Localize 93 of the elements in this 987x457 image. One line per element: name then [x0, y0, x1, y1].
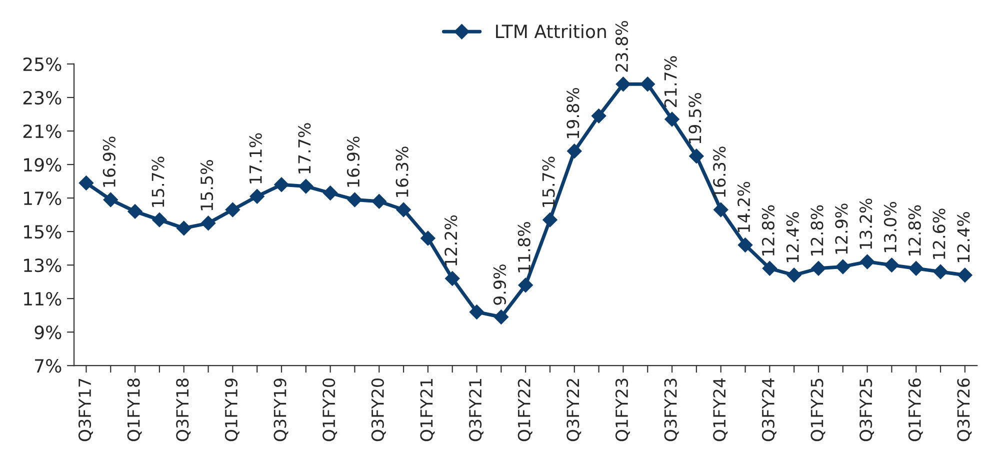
- data-label: 21.7%: [664, 56, 677, 107]
- y-tick-label: 7%: [35, 359, 62, 373]
- x-tick-label: Q3FY20: [371, 378, 386, 442]
- point: [372, 194, 387, 209]
- point: [176, 220, 192, 236]
- point: [542, 212, 558, 228]
- x-tick-label: Q1FY26: [908, 378, 923, 442]
- point: [664, 112, 680, 127]
- data-label: 23.8%: [615, 20, 628, 72]
- x-tick-label: Q1FY24: [713, 378, 728, 442]
- data-label: 12.4%: [957, 212, 970, 262]
- data-label: 11.8%: [518, 222, 530, 272]
- point: [738, 238, 753, 252]
- point: [835, 259, 850, 274]
- x-tick-label: Q3FY26: [957, 378, 972, 442]
- legend-label: LTM Attrition: [496, 24, 606, 38]
- x-tick-label: Q3FY17: [78, 378, 93, 442]
- x-tick-label: Q3FY25: [860, 378, 874, 442]
- data-label: 16.3%: [396, 146, 408, 197]
- y-tick-label: 9%: [34, 326, 62, 340]
- point: [567, 144, 582, 159]
- data-label: 15.5%: [200, 160, 214, 210]
- x-tick-label: Q1FY23: [615, 378, 630, 442]
- point: [469, 304, 484, 320]
- point: [322, 186, 338, 200]
- data-label: 12.8%: [810, 205, 824, 256]
- data-label: 19.5%: [688, 93, 702, 144]
- point: [811, 261, 826, 276]
- data-label: 19.8%: [566, 88, 580, 138]
- y-tick-label: 17%: [24, 191, 62, 206]
- data-label: 16.9%: [102, 136, 116, 187]
- point: [444, 271, 460, 286]
- x-tick-label: Q3FY18: [176, 378, 191, 442]
- data-label: 12.2%: [444, 215, 458, 266]
- point: [274, 177, 289, 192]
- x-tick-label: Q1FY21: [420, 378, 435, 442]
- x-tick-label: Q3FY23: [664, 378, 679, 442]
- data-label: 12.8%: [762, 205, 774, 256]
- x-tick-label: Q1FY25: [810, 378, 826, 442]
- data-label: 14.2%: [737, 182, 750, 232]
- data-label: 12.9%: [835, 204, 848, 254]
- point: [103, 192, 118, 208]
- point: [200, 216, 216, 231]
- x-tick-label: Q1FY20: [322, 378, 338, 442]
- x-tick-label: Q3FY24: [762, 378, 776, 442]
- point: [420, 230, 436, 246]
- point: [518, 278, 533, 293]
- data-label: 13.2%: [860, 198, 872, 249]
- y-tick-label: 23%: [23, 90, 62, 105]
- point: [128, 204, 142, 219]
- point: [640, 76, 656, 92]
- y-tick-label: 15%: [24, 225, 62, 239]
- point: [152, 212, 167, 228]
- y-tick-label: 25%: [23, 57, 62, 72]
- x-tick-label: Q3FY21: [468, 378, 484, 442]
- x-tick-label: Q1FY18: [127, 378, 142, 442]
- data-label: 16.3%: [713, 146, 726, 197]
- data-label: 17.1%: [249, 133, 262, 184]
- data-label: 12.6%: [932, 208, 946, 259]
- point: [347, 192, 362, 208]
- point: [494, 310, 509, 324]
- data-label: 12.4%: [786, 212, 799, 262]
- point: [250, 188, 264, 204]
- point: [78, 176, 94, 190]
- point: [298, 178, 314, 194]
- y-tick-label: 21%: [23, 124, 62, 138]
- x-tick-label: Q1FY22: [518, 379, 532, 442]
- y-tick-label: 19%: [24, 158, 62, 172]
- x-tick-label: Q3FY19: [274, 378, 288, 442]
- point: [591, 108, 606, 124]
- point: [860, 254, 875, 270]
- point: [396, 202, 411, 218]
- data-label: 15.7%: [152, 156, 164, 207]
- y-tick-label: 13%: [24, 258, 62, 272]
- x-tick-label: Q1FY19: [224, 378, 240, 442]
- data-label: 9.9%: [493, 264, 506, 305]
- point: [908, 261, 924, 276]
- point: [762, 261, 778, 276]
- data-label: 15.7%: [542, 156, 555, 207]
- data-label: 16.9%: [346, 136, 360, 187]
- y-tick-label: 11%: [24, 292, 62, 306]
- point: [616, 76, 631, 92]
- x-tick-label: Q3FY22: [566, 379, 582, 442]
- point: [713, 202, 728, 218]
- point: [225, 202, 240, 218]
- point: [884, 258, 900, 272]
- data-label: 12.8%: [908, 205, 921, 256]
- point: [689, 148, 704, 164]
- point: [933, 264, 948, 280]
- point: [786, 268, 802, 283]
- point: [958, 268, 972, 283]
- data-label: 17.7%: [298, 123, 311, 174]
- data-label: 13.0%: [884, 202, 897, 252]
